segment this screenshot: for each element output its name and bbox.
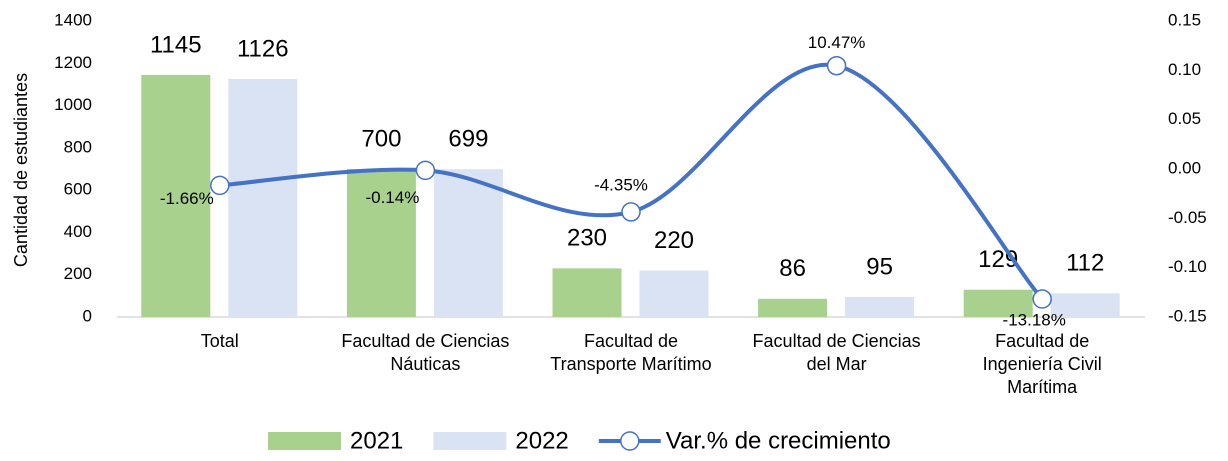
line-value-label: -13.18% <box>1003 311 1066 330</box>
bar <box>1050 293 1120 317</box>
y-tick-label: 200 <box>64 264 92 283</box>
y2-tick-label: 0.10 <box>1168 60 1201 79</box>
y2-tick-label: 0.05 <box>1168 109 1201 128</box>
bar-value-label: 112 <box>1066 250 1104 277</box>
legend-label: 2021 <box>350 427 403 454</box>
y2-tick-label: -0.15 <box>1168 306 1207 325</box>
legend-label: 2022 <box>515 427 568 454</box>
line-marker <box>826 55 847 76</box>
y2-tick-label: -0.05 <box>1168 208 1207 227</box>
bar-value-label: 95 <box>866 253 893 280</box>
bar <box>963 289 1033 317</box>
line-value-label: -4.35% <box>594 175 648 194</box>
bar-value-label: 1145 <box>150 31 202 58</box>
y-axis-title: Cantidad de estudiantes <box>11 73 31 267</box>
y2-tick-label: 0.15 <box>1168 10 1201 29</box>
legend-swatch <box>268 432 341 450</box>
y2-tick-label: 0.00 <box>1168 158 1201 177</box>
bar-value-label: 230 <box>567 225 607 252</box>
line-marker <box>1032 289 1052 309</box>
x-tick-label: Total <box>200 331 239 351</box>
bar-value-label: 700 <box>361 125 401 152</box>
bar <box>141 74 211 318</box>
line-marker <box>210 175 230 196</box>
y-tick-label: 1200 <box>54 53 92 72</box>
bar <box>346 169 416 317</box>
bar <box>433 169 503 317</box>
y-tick-label: 0 <box>83 306 92 325</box>
line-marker <box>621 202 641 222</box>
x-tick-label: Facultad de Ingeniería Civil Marítima <box>982 331 1102 397</box>
bar-value-label: 86 <box>779 255 806 282</box>
bar-value-label: 220 <box>654 227 694 254</box>
y2-tick-label: -0.10 <box>1168 257 1207 276</box>
bar <box>758 298 828 317</box>
y-tick-label: 600 <box>64 180 92 199</box>
legend-label: Var.% de crecimiento <box>666 427 891 454</box>
bar <box>552 268 622 317</box>
bar <box>639 270 709 317</box>
legend-swatch <box>433 432 507 450</box>
legend-marker <box>620 431 640 451</box>
y-tick-label: 1000 <box>54 95 92 114</box>
y-tick-label: 400 <box>64 222 92 241</box>
x-tick-label: Facultad de Ciencias del Mar <box>752 331 921 374</box>
bar <box>845 296 915 317</box>
line-value-label: -0.14% <box>365 188 419 207</box>
y-tick-label: 800 <box>64 137 92 156</box>
x-tick-label: Facultad de Ciencias Náuticas <box>341 331 510 374</box>
line-marker <box>415 160 436 181</box>
line <box>219 62 1044 301</box>
bar-value-label: 699 <box>448 126 488 153</box>
y-tick-label: 1400 <box>54 10 92 29</box>
line-value-label: -1.66% <box>160 189 214 208</box>
bar-value-label: 1126 <box>237 35 289 62</box>
line-value-label: 10.47% <box>808 33 866 52</box>
x-tick-label: Facultad de Transporte Marítimo <box>550 331 712 374</box>
bar <box>228 78 298 317</box>
